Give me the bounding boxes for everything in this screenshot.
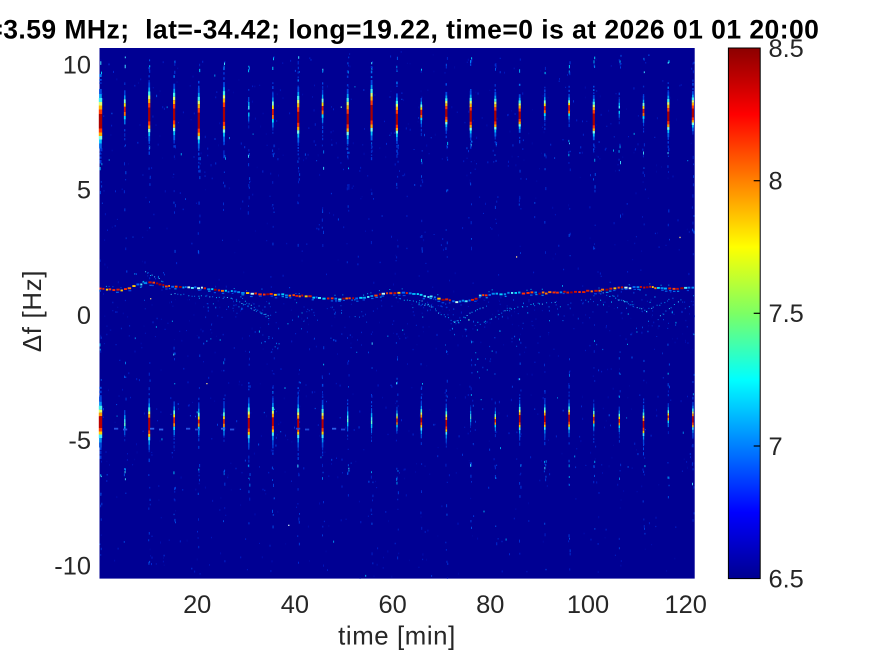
svg-text:time [min]: time [min] — [338, 623, 456, 651]
svg-text:60: 60 — [378, 591, 406, 619]
svg-text:7.5: 7.5 — [769, 300, 804, 328]
svg-text:40: 40 — [281, 591, 309, 619]
svg-text:7: 7 — [769, 433, 783, 461]
svg-text:8.5: 8.5 — [769, 35, 804, 63]
svg-text:-10: -10 — [54, 553, 91, 581]
svg-text:8: 8 — [769, 168, 783, 196]
svg-text:-5: -5 — [68, 427, 91, 455]
svg-text:120: 120 — [665, 591, 707, 619]
svg-text:Δf [Hz]: Δf [Hz] — [19, 270, 47, 352]
svg-text:80: 80 — [476, 591, 504, 619]
svg-text:6.5: 6.5 — [769, 565, 804, 593]
svg-text:0: 0 — [77, 302, 91, 330]
svg-text:10: 10 — [63, 51, 91, 79]
svg-text:5: 5 — [77, 177, 91, 205]
svg-text:20: 20 — [183, 591, 211, 619]
svg-text:100: 100 — [567, 591, 609, 619]
svg-text:f=3.59 MHz; lat=-34.42; long=: f=3.59 MHz; lat=-34.42; long=19.22, time… — [0, 15, 819, 45]
